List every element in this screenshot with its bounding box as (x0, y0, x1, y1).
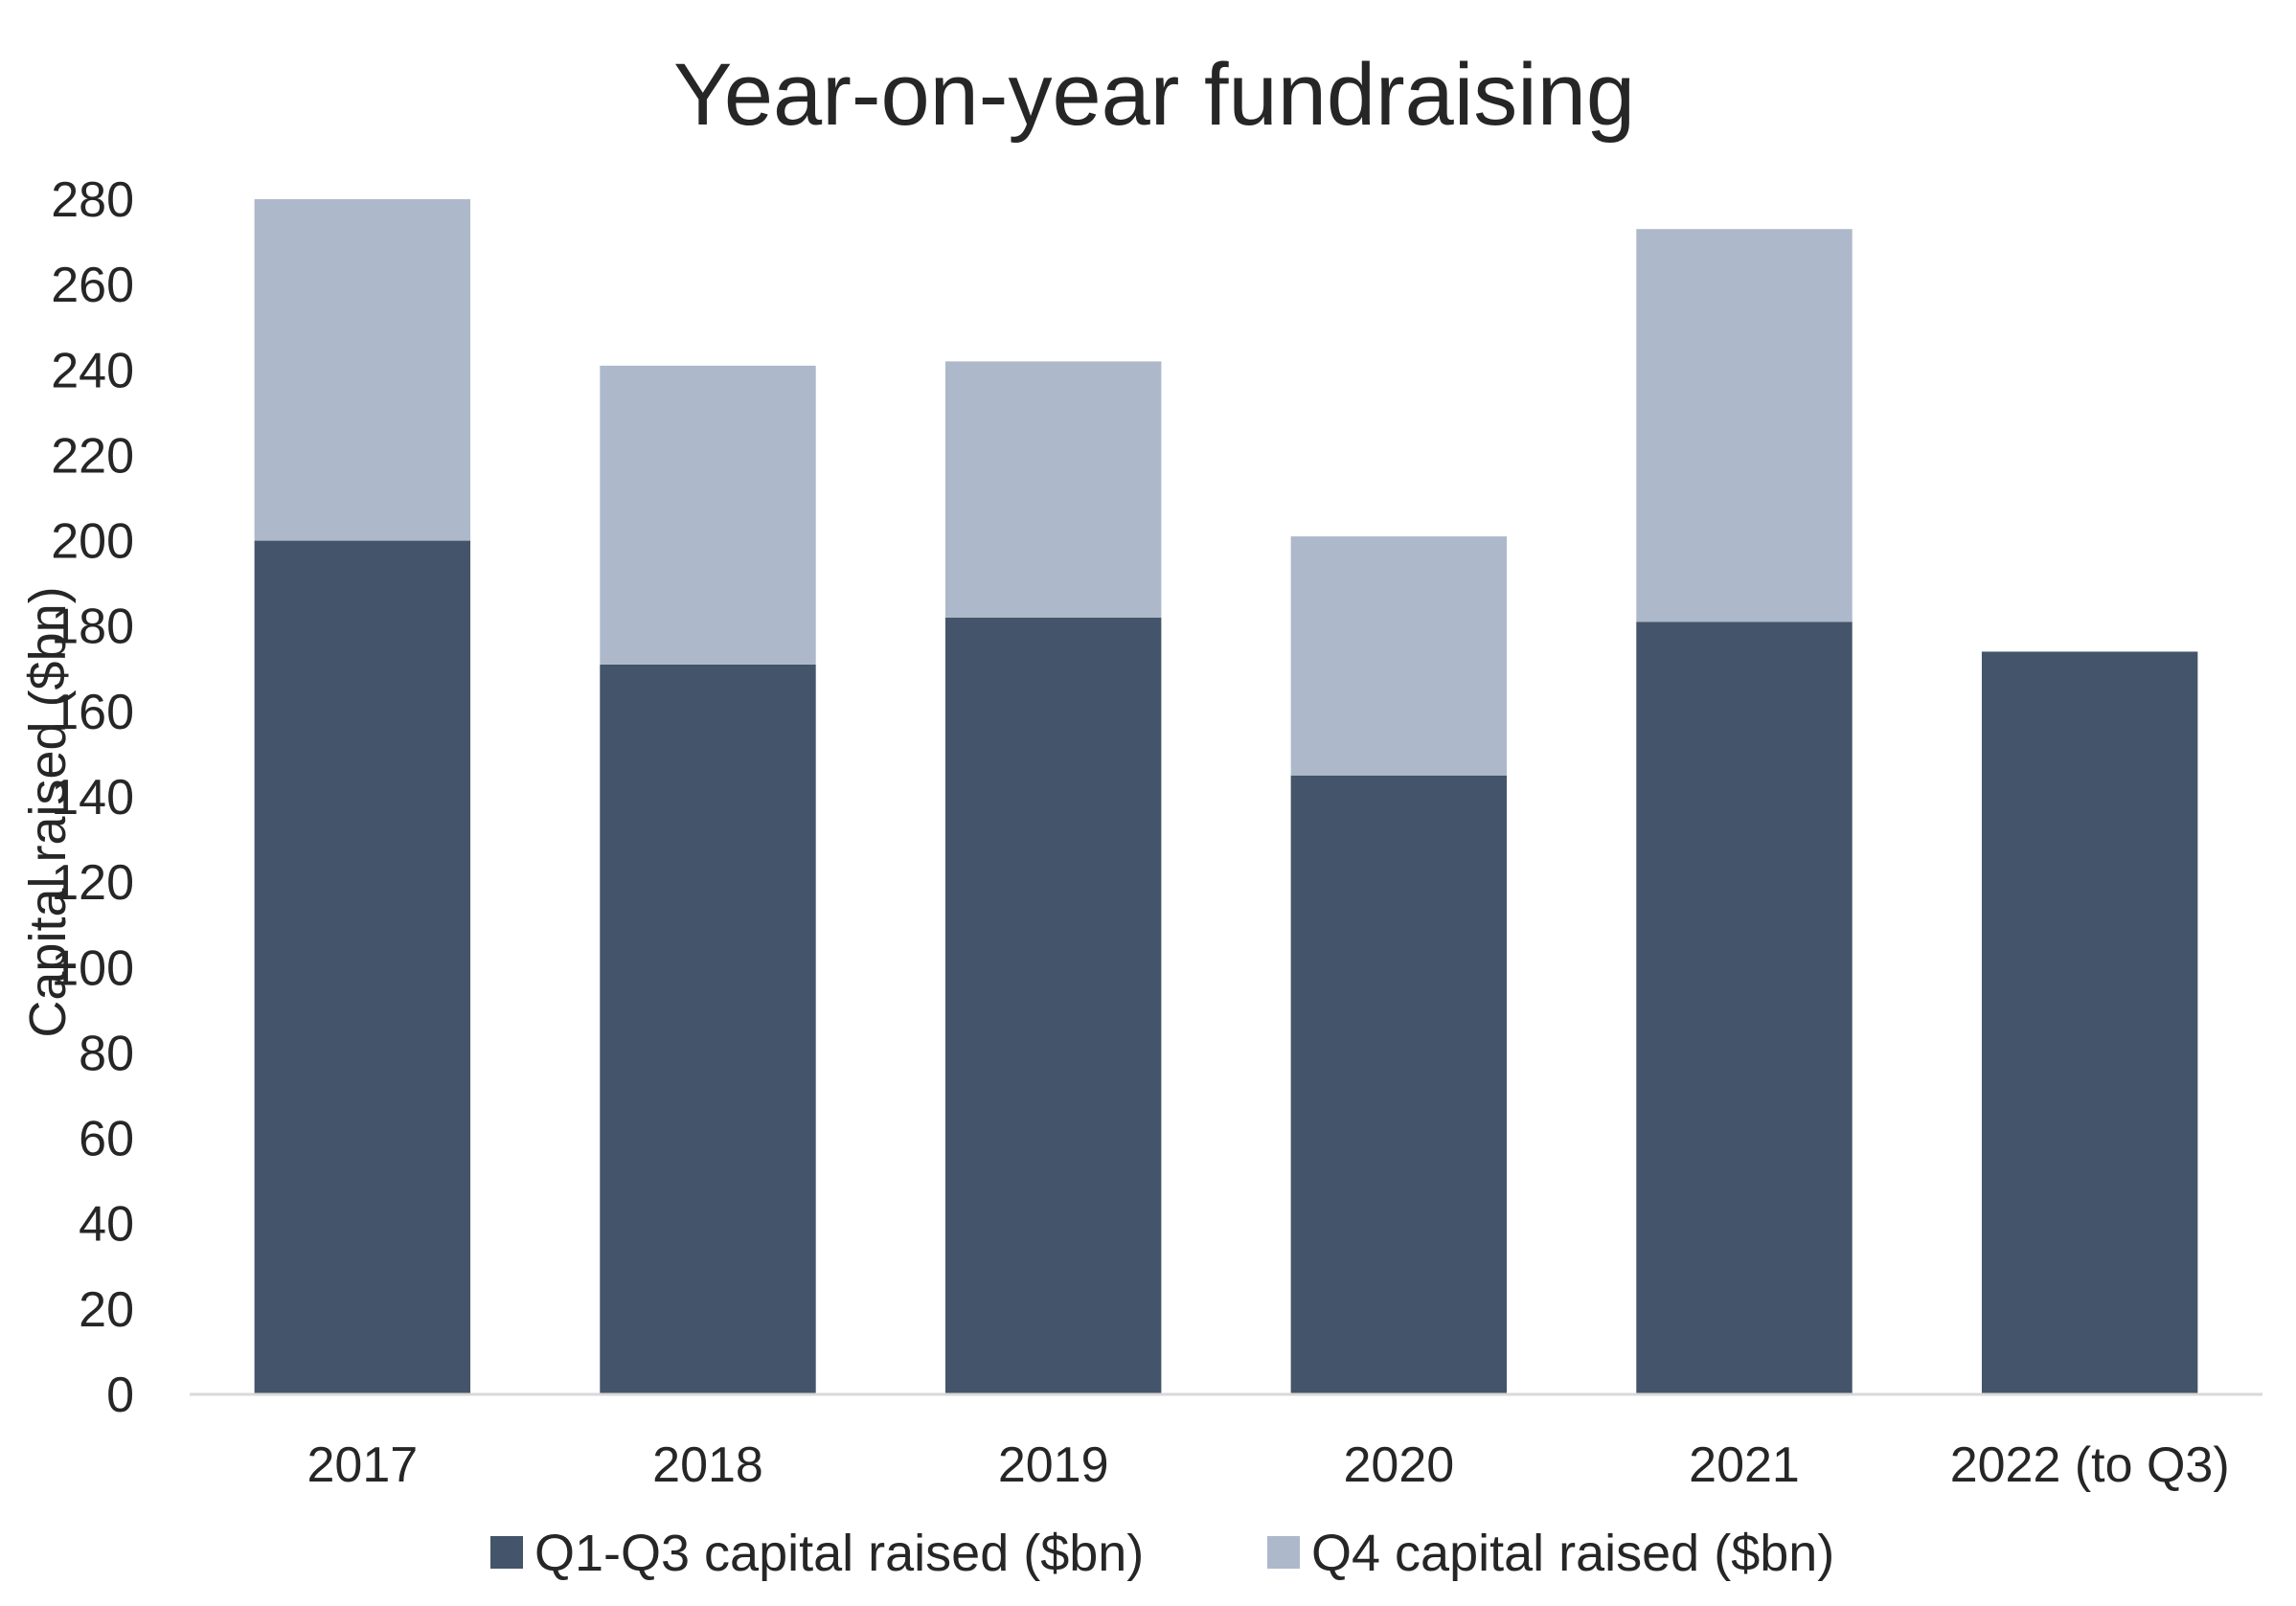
y-tick-label: 120 (51, 855, 134, 911)
y-tick-label: 80 (79, 1026, 134, 1081)
legend-label-q1-q3: Q1-Q3 capital raised ($bn) (534, 1525, 1144, 1582)
y-tick-label: 160 (51, 685, 134, 740)
x-tick-label: 2022 (to Q3) (1950, 1437, 2230, 1493)
y-tick-label: 0 (106, 1368, 134, 1423)
x-tick-label: 2018 (652, 1437, 763, 1493)
legend-swatch-q4 (1267, 1536, 1300, 1569)
x-axis-ticks: 2017 2018 2019 2020 2021 2022 (to Q3) (307, 1437, 2229, 1493)
bars (254, 199, 2198, 1394)
y-tick-label: 140 (51, 770, 134, 826)
bar-q4-0 (254, 199, 471, 541)
legend-label-q4: Q4 capital raised ($bn) (1311, 1525, 1834, 1582)
y-tick-label: 60 (79, 1112, 134, 1167)
bar-q1-q3-5 (1981, 651, 2198, 1394)
bar-q1-q3-0 (254, 540, 471, 1394)
y-axis-title: Capital raised ($bn) (19, 586, 77, 1037)
legend: Q1-Q3 capital raised ($bn) Q4 capital rai… (490, 1525, 1834, 1582)
bar-q1-q3-4 (1636, 622, 1853, 1394)
y-tick-label: 260 (51, 258, 134, 313)
legend-swatch-q1-q3 (490, 1536, 523, 1569)
chart-title: Year-on-year fundraising (673, 46, 1635, 144)
bar-q1-q3-3 (1290, 775, 1508, 1394)
x-tick-label: 2021 (1689, 1437, 1800, 1493)
x-tick-label: 2017 (307, 1437, 418, 1493)
y-tick-label: 200 (51, 514, 134, 570)
y-tick-label: 240 (51, 343, 134, 398)
y-tick-label: 40 (79, 1197, 134, 1253)
bar-q4-2 (944, 361, 1162, 618)
y-tick-label: 20 (79, 1282, 134, 1338)
y-tick-label: 180 (51, 599, 134, 655)
y-tick-label: 220 (51, 428, 134, 484)
bar-q4-3 (1290, 536, 1508, 776)
bar-q1-q3-2 (944, 617, 1162, 1394)
x-tick-label: 2020 (1343, 1437, 1454, 1493)
x-tick-label: 2019 (998, 1437, 1109, 1493)
y-axis-ticks: 0 20 40 60 80 100 120 140 160 180 200 220 240 260 280 (51, 172, 134, 1423)
y-tick-label: 280 (51, 172, 134, 228)
bar-q1-q3-1 (600, 664, 816, 1394)
bar-q4-1 (600, 365, 816, 665)
y-tick-label: 100 (51, 940, 134, 996)
bar-q4-4 (1636, 229, 1853, 622)
